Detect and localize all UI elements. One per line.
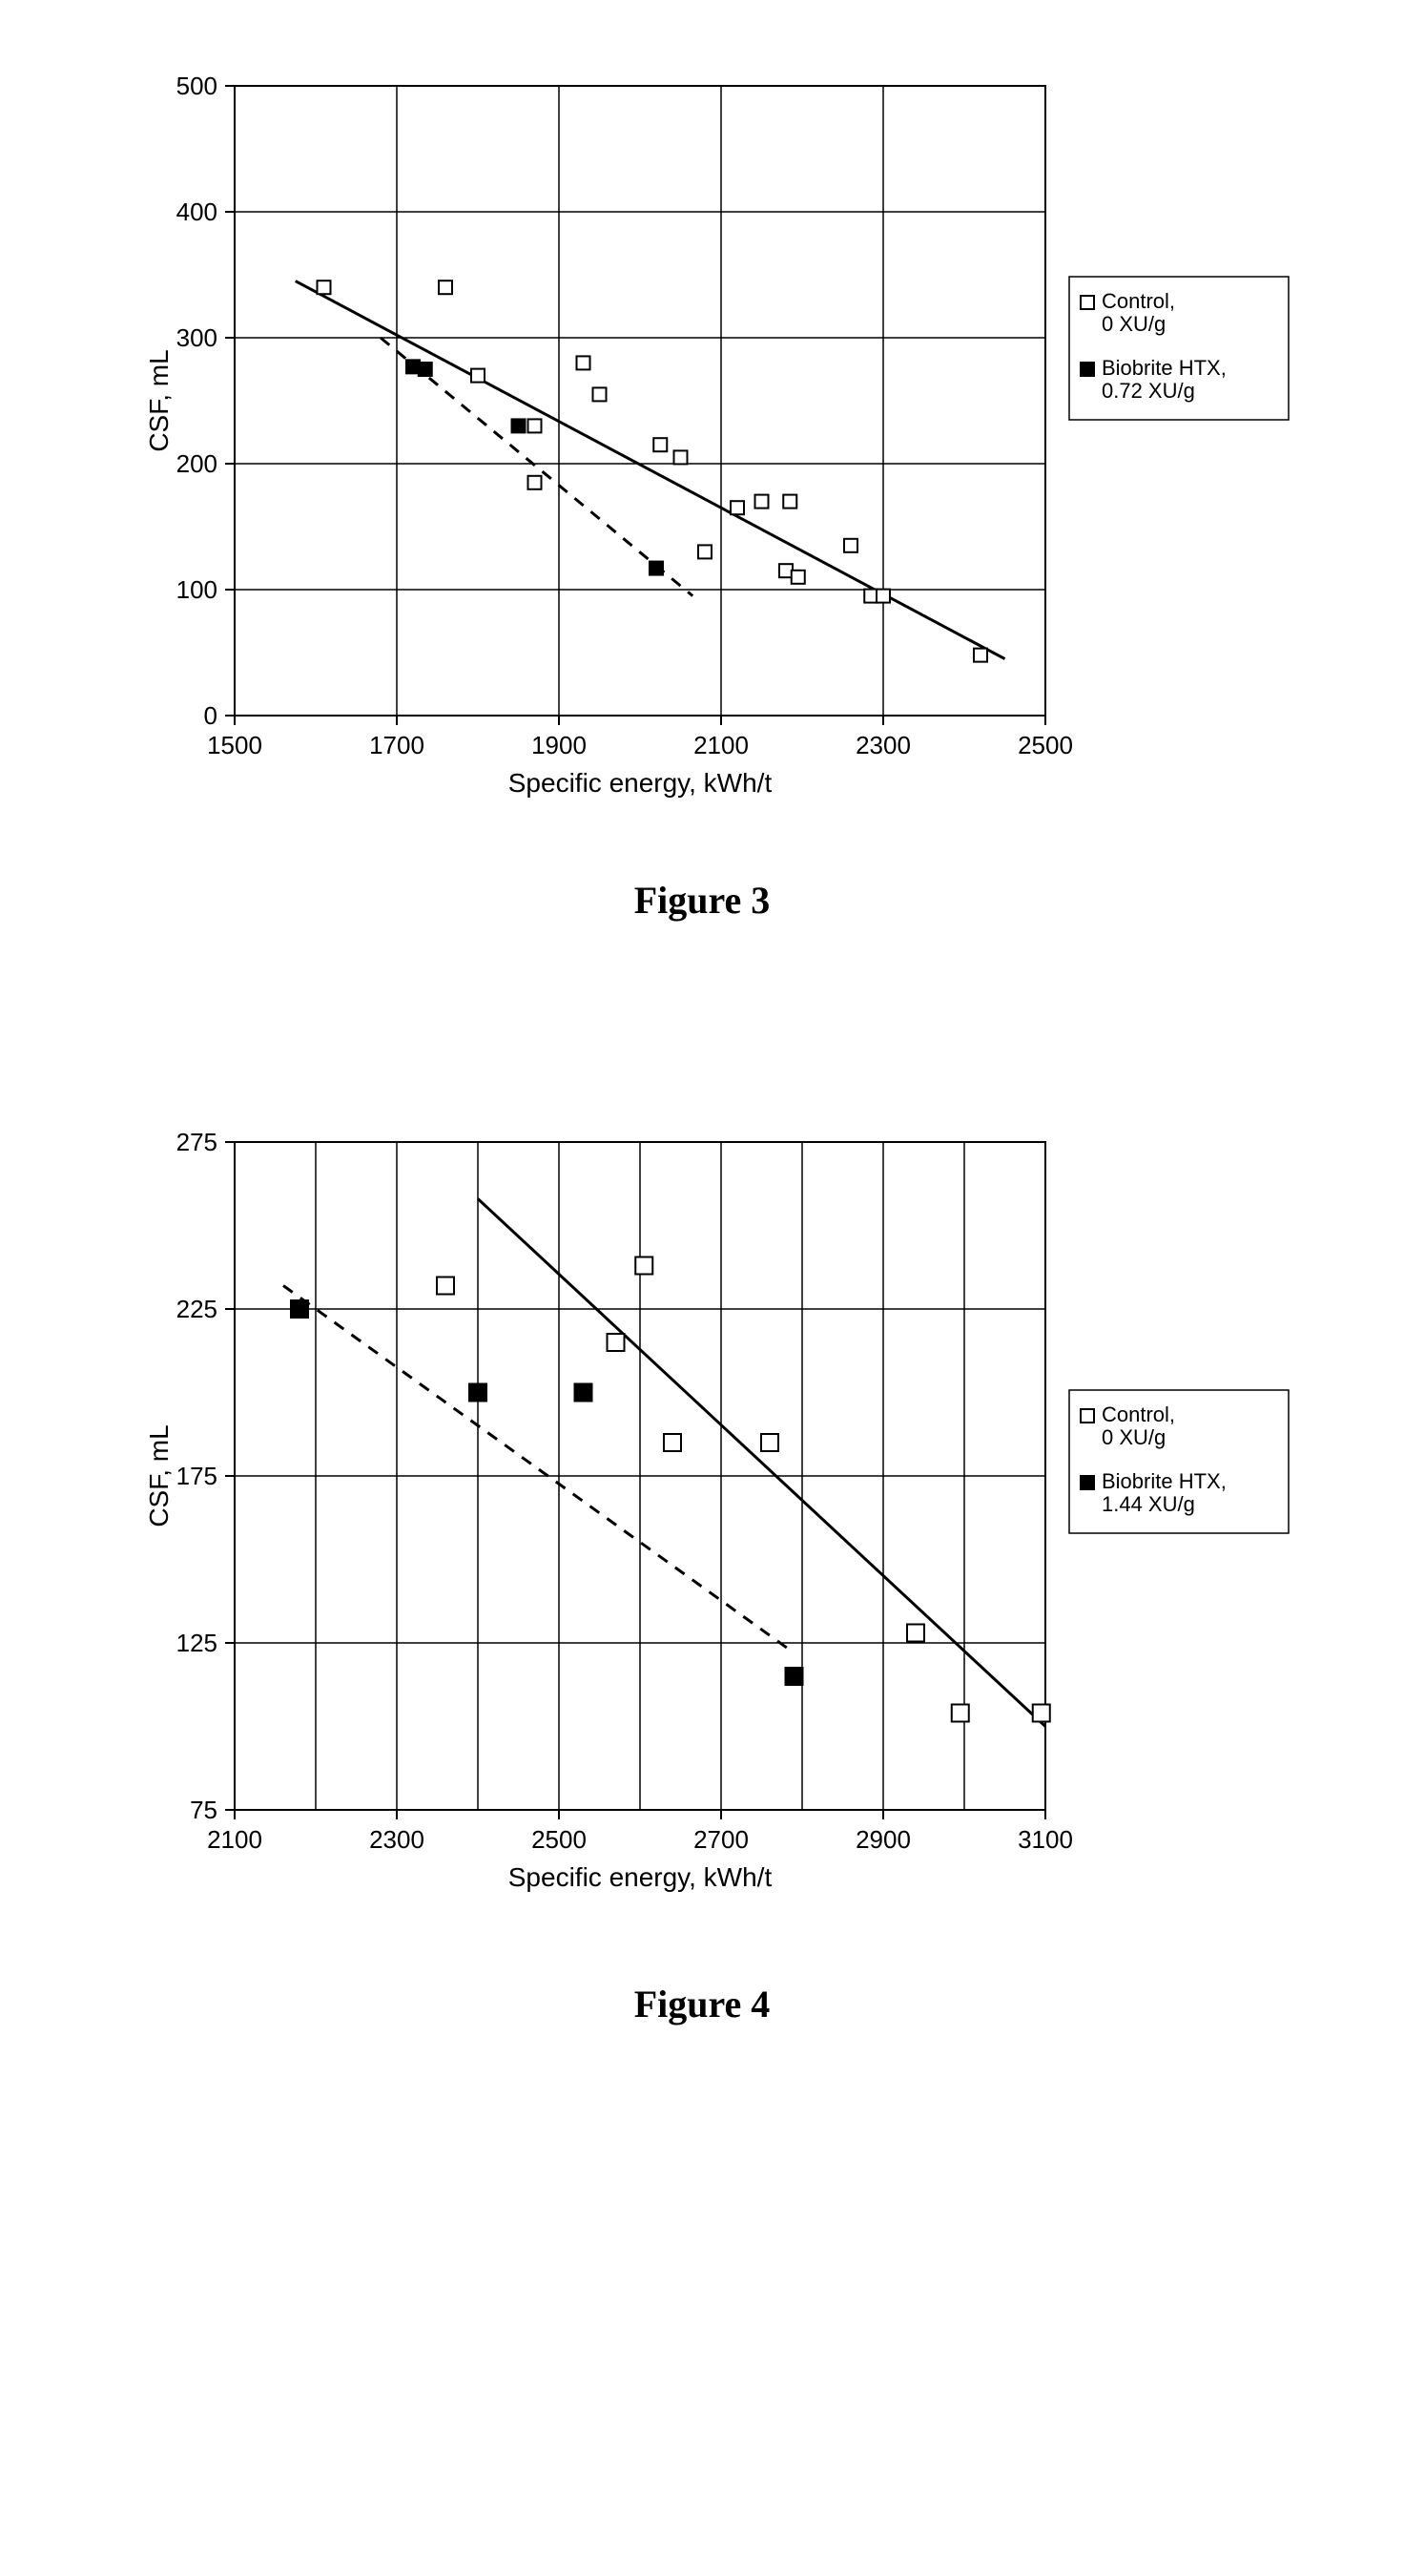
- svg-text:0: 0: [204, 701, 217, 730]
- svg-text:2500: 2500: [531, 1825, 587, 1854]
- svg-text:0 XU/g: 0 XU/g: [1102, 1425, 1166, 1449]
- svg-text:Specific energy, kWh/t: Specific energy, kWh/t: [508, 768, 773, 798]
- svg-text:2900: 2900: [856, 1825, 911, 1854]
- svg-text:125: 125: [176, 1629, 217, 1657]
- svg-text:1.44 XU/g: 1.44 XU/g: [1102, 1492, 1195, 1516]
- figure-4-caption: Figure 4: [0, 1982, 1404, 2026]
- figure-3-wrap: 1500 1700 1900 2100 2300 2500 0 100 200 300 400 500…: [92, 57, 1312, 821]
- svg-text:2300: 2300: [856, 731, 911, 759]
- figure-3-chart: 1500 1700 1900 2100 2300 2500 0 100 200 300 400 500…: [92, 57, 1312, 821]
- svg-text:175: 175: [176, 1462, 217, 1490]
- figure-4-wrap: 2100 2300 2500 2700 2900 3100 75 125 175 225 275 Sp…: [92, 1113, 1312, 1924]
- page-container: 1500 1700 1900 2100 2300 2500 0 100 200 300 400 500…: [0, 57, 1404, 2026]
- svg-text:275: 275: [176, 1128, 217, 1156]
- svg-text:0.72 XU/g: 0.72 XU/g: [1102, 379, 1195, 403]
- svg-text:CSF, mL: CSF, mL: [144, 1424, 174, 1527]
- svg-text:2500: 2500: [1018, 731, 1073, 759]
- svg-text:Specific energy, kWh/t: Specific energy, kWh/t: [508, 1862, 773, 1892]
- svg-text:1700: 1700: [369, 731, 424, 759]
- svg-text:300: 300: [176, 323, 217, 352]
- svg-text:100: 100: [176, 575, 217, 604]
- svg-text:0 XU/g: 0 XU/g: [1102, 312, 1166, 336]
- figure-4-chart: 2100 2300 2500 2700 2900 3100 75 125 175 225 275 Sp…: [92, 1113, 1312, 1924]
- svg-text:500: 500: [176, 72, 217, 100]
- svg-text:3100: 3100: [1018, 1825, 1073, 1854]
- svg-text:2300: 2300: [369, 1825, 424, 1854]
- svg-text:400: 400: [176, 197, 217, 226]
- svg-text:2100: 2100: [207, 1825, 262, 1854]
- svg-text:Control,: Control,: [1102, 289, 1175, 313]
- svg-text:Biobrite HTX,: Biobrite HTX,: [1102, 356, 1227, 380]
- svg-text:2700: 2700: [693, 1825, 749, 1854]
- svg-text:CSF, mL: CSF, mL: [144, 349, 174, 451]
- svg-text:Biobrite HTX,: Biobrite HTX,: [1102, 1469, 1227, 1493]
- svg-text:75: 75: [190, 1796, 217, 1824]
- svg-text:200: 200: [176, 449, 217, 478]
- svg-text:1500: 1500: [207, 731, 262, 759]
- svg-text:1900: 1900: [531, 731, 587, 759]
- figure-3-caption: Figure 3: [0, 878, 1404, 923]
- svg-text:Control,: Control,: [1102, 1402, 1175, 1426]
- svg-text:2100: 2100: [693, 731, 749, 759]
- svg-text:225: 225: [176, 1295, 217, 1323]
